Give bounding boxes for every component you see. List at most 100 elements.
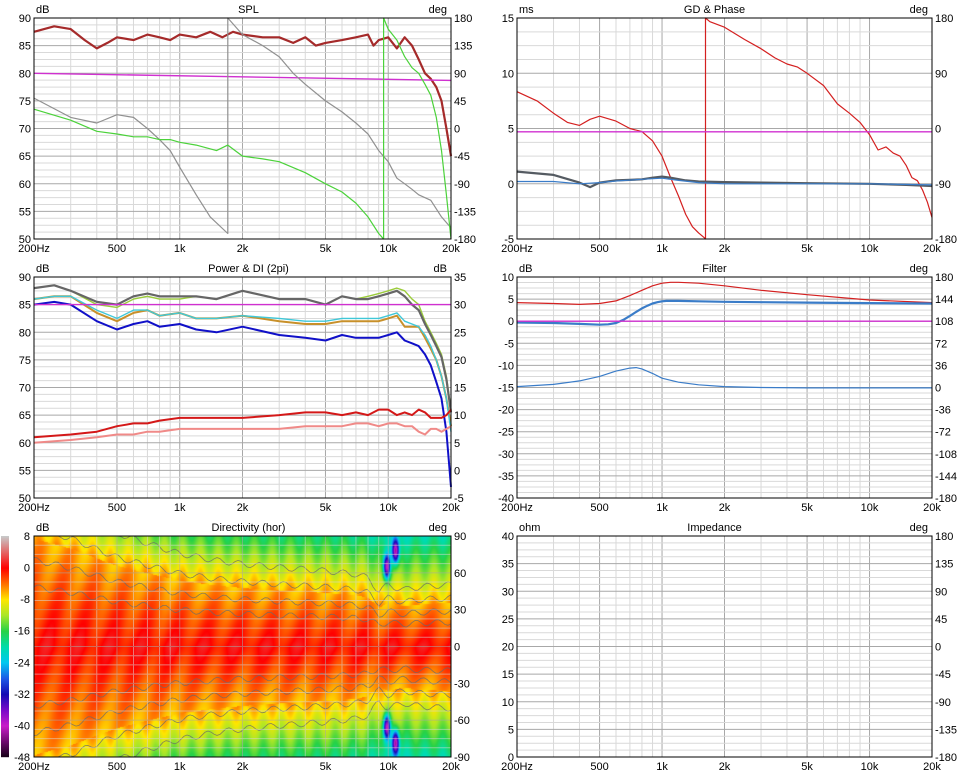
y-tick-label: 55 — [19, 206, 31, 218]
y-tick-label: 0 — [508, 316, 514, 328]
y-axis-unit-left: dB — [36, 522, 49, 534]
colorbar-band — [1, 549, 9, 551]
colorbar-band — [1, 601, 9, 603]
y-tick-label: 5 — [508, 724, 514, 736]
colorbar-band — [1, 636, 9, 638]
y-right-tick-label: 15 — [454, 383, 466, 395]
colorbar-band — [1, 689, 9, 691]
y-tick-label: 80 — [19, 327, 31, 339]
y-tick-label: 20 — [502, 642, 514, 654]
y-axis-unit-left: dB — [36, 4, 49, 16]
y-tick-label: 85 — [19, 300, 31, 312]
colorbar-band — [1, 574, 9, 576]
y-right-tick-label: -180 — [935, 493, 957, 505]
y-tick-label: 15 — [502, 669, 514, 681]
colorbar-band — [1, 561, 9, 563]
x-tick-label: 5k — [801, 761, 813, 773]
colorbar-band — [1, 592, 9, 594]
colorbar-band — [1, 694, 9, 696]
chart-title: Power & DI (2pi) — [208, 263, 289, 275]
colorbar-band — [1, 679, 9, 681]
y-tick-label: 0 — [508, 179, 514, 191]
colorbar-band — [1, 665, 9, 667]
y-tick-label: 50 — [19, 493, 31, 505]
x-tick-label: 200Hz — [501, 761, 533, 773]
colorbar-band — [1, 687, 9, 689]
y-axis-unit-left: ohm — [519, 522, 540, 534]
colorbar-band — [1, 567, 9, 569]
colorbar-band — [1, 704, 9, 706]
series-line-2 — [33, 17, 452, 235]
colorbar-band — [1, 639, 9, 641]
colorbar-band — [1, 631, 9, 633]
chart-spl: 200Hz 500 1k 2k 5k 10k 20k 50 55 60 65 70 75 80 85 90 -1… — [18, 4, 476, 255]
y-right-tick-label: 180 — [454, 13, 472, 25]
colorbar-band — [1, 550, 9, 552]
series-line-7 — [33, 422, 452, 444]
y-right-tick-label: 90 — [454, 68, 466, 80]
y-right-tick-label: 10 — [454, 410, 466, 422]
y-tick-label: 15 — [502, 13, 514, 25]
y-right-tick-label: -135 — [935, 724, 957, 736]
colorbar-band — [1, 625, 9, 627]
y-right-tick-label: -30 — [454, 678, 470, 690]
y-right-tick-label: -144 — [935, 471, 957, 483]
colorbar-band — [1, 690, 9, 692]
colorbar-band — [1, 731, 9, 733]
series-line-0 — [33, 25, 453, 157]
colorbar-band — [1, 729, 9, 731]
colorbar-band — [1, 610, 9, 612]
colorbar-band — [1, 630, 9, 632]
colorbar-band — [1, 602, 9, 604]
colorbar-band — [1, 751, 9, 753]
y-tick-label: -30 — [498, 449, 514, 461]
colorbar-band — [1, 732, 9, 734]
x-tick-label: 500 — [590, 761, 608, 773]
colorbar-band — [1, 565, 9, 567]
colorbar-band — [1, 668, 9, 670]
colorbar-band — [1, 684, 9, 686]
colorbar-band — [1, 698, 9, 700]
y-tick-label: 5 — [508, 294, 514, 306]
colorbar-band — [1, 713, 9, 715]
colorbar-band — [1, 667, 9, 669]
y-right-tick-label: 144 — [935, 294, 953, 306]
y-tick-label: 85 — [19, 41, 31, 53]
colorbar-band — [1, 740, 9, 742]
colorbar-band — [1, 648, 9, 650]
series-line-2 — [33, 295, 452, 427]
grid-lines — [516, 17, 933, 240]
colorbar-band — [1, 542, 9, 544]
colorbar-band — [1, 655, 9, 657]
colorbar-band — [1, 563, 9, 565]
y-right-tick-label: 72 — [935, 338, 947, 350]
plot-frame — [33, 535, 452, 758]
y-right-tick-label: -108 — [935, 449, 957, 461]
colorbar-band — [1, 676, 9, 678]
series-line-4 — [33, 300, 452, 487]
colorbar-band — [1, 604, 9, 606]
y-right-tick-label: 30 — [454, 300, 466, 312]
y-tick-label: 35 — [502, 559, 514, 571]
colorbar-band — [1, 646, 9, 648]
colorbar-band — [1, 710, 9, 712]
colorbar-band — [1, 660, 9, 662]
x-tick-label: 1k — [174, 243, 186, 255]
colorbar-band — [1, 659, 9, 661]
chart-title: Filter — [702, 263, 727, 275]
colorbar-band — [1, 564, 9, 566]
colorbar-band — [1, 741, 9, 743]
colorbar-band — [1, 733, 9, 735]
y-axis-unit-left: dB — [36, 263, 49, 275]
x-tick-label: 1k — [656, 243, 668, 255]
x-tick-label: 500 — [108, 243, 126, 255]
y-right-tick-label: 0 — [935, 124, 941, 136]
x-tick-label: 200Hz — [501, 502, 533, 514]
x-tick-label: 5k — [801, 502, 813, 514]
y-tick-label: 60 — [19, 438, 31, 450]
y-tick-label: 50 — [19, 234, 31, 246]
y-tick-label: 90 — [19, 272, 31, 284]
colorbar-band — [1, 744, 9, 746]
colorbar-band — [1, 735, 9, 737]
series-line-3 — [33, 295, 452, 432]
